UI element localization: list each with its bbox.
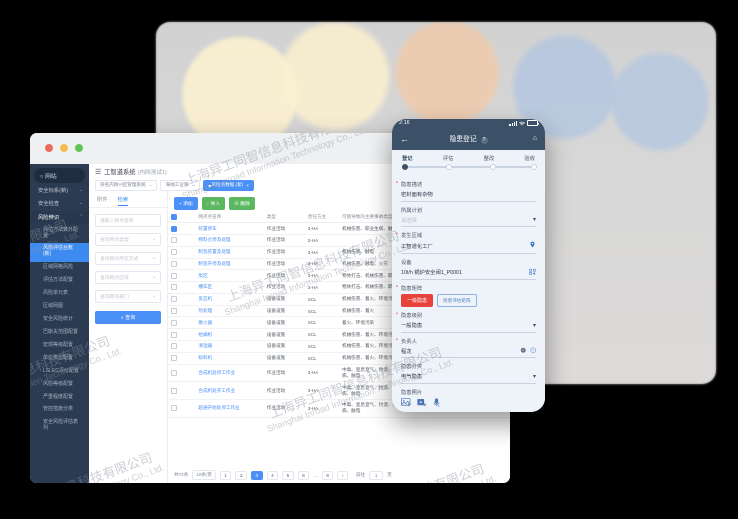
svg-text:?: ?: [532, 349, 534, 353]
